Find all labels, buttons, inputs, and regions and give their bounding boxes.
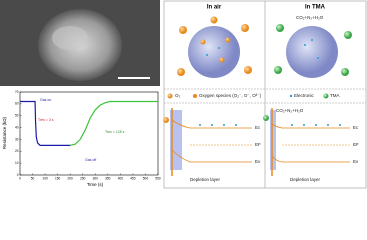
x-tick-label: 300 xyxy=(93,176,99,180)
annotation: Tres = 3 s xyxy=(38,118,54,122)
figure: In air In TMA CO₂+N₂+H₂O O₂ Oxygen speci… xyxy=(0,0,367,189)
depletion-label: Depletion layer xyxy=(290,177,321,182)
x-tick-label: 100 xyxy=(42,176,48,180)
x-tick-label: 550 xyxy=(155,176,161,180)
y-tick-label: 40 xyxy=(15,125,19,129)
y-tick-label: 60 xyxy=(15,102,19,106)
x-tick-label: 200 xyxy=(68,176,74,180)
column-header: In TMA xyxy=(305,5,326,11)
x-tick-label: 0 xyxy=(19,176,21,180)
y-tick-label: 30 xyxy=(15,137,19,141)
product-label: CO₂+N₂+H₂O xyxy=(276,108,304,113)
response-chart: Time (s) Resistance (kΩ) 0 50 100 150 200 250… xyxy=(0,87,162,189)
plot-frame xyxy=(19,91,159,176)
x-axis-title: Time (s) xyxy=(87,182,104,187)
product-label: CO₂+N₂+H₂O xyxy=(296,15,324,20)
band-level: Ev xyxy=(255,159,261,164)
y-tick-label: 20 xyxy=(15,149,19,153)
x-tick-label: 250 xyxy=(80,176,86,180)
x-tick-label: 450 xyxy=(130,176,136,180)
y-tick-label: 10 xyxy=(15,161,19,165)
y-tick-label: 0 xyxy=(17,173,19,177)
depletion-label: Depletion layer xyxy=(190,177,221,182)
legend-entry: Oxygen species (O₂⁻, O⁻, O²⁻) xyxy=(199,93,262,98)
y-axis-title: Resistance (kΩ) xyxy=(2,116,7,149)
band-level: EF xyxy=(353,142,359,147)
x-tick-label: 50 xyxy=(31,176,35,180)
x-tick-label: 150 xyxy=(55,176,61,180)
data-line xyxy=(70,100,158,146)
sem-image xyxy=(0,0,160,86)
x-tick-label: 500 xyxy=(143,176,149,180)
column-header: In air xyxy=(207,5,222,11)
y-tick-label: 50 xyxy=(15,114,19,118)
legend-entry: TMA xyxy=(330,93,340,98)
annotation: Gas on xyxy=(40,98,51,102)
band-level: Ec xyxy=(353,125,359,130)
band-level: Ev xyxy=(353,159,359,164)
band-level: EF xyxy=(255,142,261,147)
annotation: Trec = 125 s xyxy=(105,130,125,134)
y-tick-label: 70 xyxy=(15,90,19,94)
x-tick-label: 400 xyxy=(118,176,124,180)
band-level: Ec xyxy=(255,125,261,130)
mechanism-panel xyxy=(163,0,367,189)
legend-entry: O₂ xyxy=(175,93,181,98)
x-tick-label: 350 xyxy=(105,176,111,180)
annotation: Gas off xyxy=(85,158,96,162)
legend-entry: Electronic xyxy=(294,93,315,98)
data-line xyxy=(20,100,71,146)
